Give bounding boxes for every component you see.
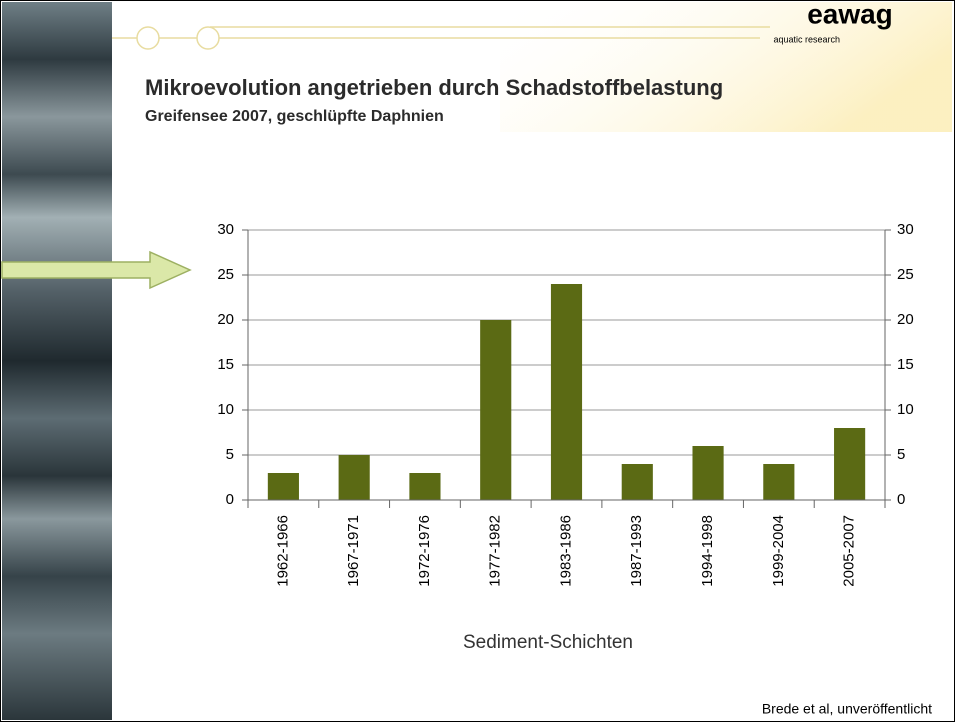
y2-tick-label: 25 xyxy=(897,266,914,283)
x-tick-label: 1999-2004 xyxy=(770,515,787,587)
chart-subtitle: Greifensee 2007, geschlüpfte Daphnien xyxy=(145,108,444,125)
bar xyxy=(480,320,512,500)
bar xyxy=(621,464,653,500)
x-tick-label: 2005-2007 xyxy=(841,515,858,587)
y2-tick-label: 0 xyxy=(897,491,905,508)
arrow xyxy=(1,250,192,290)
x-tick-label: 1962-1966 xyxy=(274,515,291,587)
y-tick-label: 5 xyxy=(226,446,234,463)
header-glow xyxy=(500,2,952,132)
bar xyxy=(763,464,795,500)
y-tick-label: 25 xyxy=(217,266,234,283)
logo-tagline: aquatic research xyxy=(773,34,840,44)
bar xyxy=(550,284,583,500)
y2-tick-label: 5 xyxy=(897,446,905,463)
sediment-strip xyxy=(2,2,112,720)
x-tick-label: 1994-1998 xyxy=(699,515,716,587)
y2-tick-label: 10 xyxy=(897,401,914,418)
y2-tick-label: 20 xyxy=(897,311,914,328)
x-tick-label: 1967-1971 xyxy=(345,515,362,587)
y-tick-label: 20 xyxy=(217,311,234,328)
x-axis-label: Sediment-Schichten xyxy=(463,632,633,653)
y-tick-label: 10 xyxy=(217,401,234,418)
x-tick-label: 1987-1993 xyxy=(628,515,645,587)
bar xyxy=(834,428,866,500)
chart-title: Mikroevolution angetrieben durch Schadst… xyxy=(145,75,723,100)
y2-tick-label: 15 xyxy=(897,356,914,373)
bar xyxy=(338,455,370,500)
y-tick-label: 15 xyxy=(217,356,234,373)
x-tick-label: 1983-1986 xyxy=(557,515,574,587)
logo-name: eawag xyxy=(807,0,893,29)
bar xyxy=(267,473,299,500)
source: Brede et al, unveröffentlicht xyxy=(762,701,932,717)
y2-tick-label: 30 xyxy=(897,221,914,238)
header-decoration xyxy=(112,26,770,50)
y-tick-label: 30 xyxy=(217,221,234,238)
bar xyxy=(692,446,724,500)
x-tick-label: 1977-1982 xyxy=(487,515,504,587)
bar xyxy=(409,473,441,500)
y-tick-label: 0 xyxy=(226,491,234,508)
x-tick-label: 1972-1976 xyxy=(416,515,433,587)
